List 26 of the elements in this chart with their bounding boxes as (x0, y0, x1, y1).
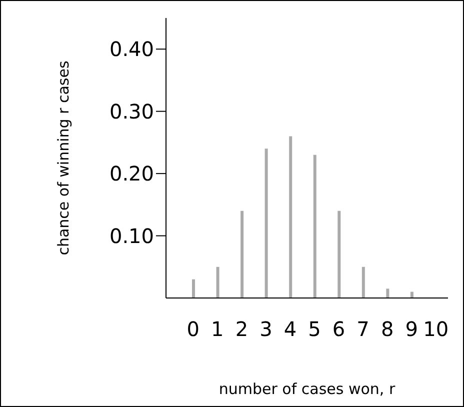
y-tick-label: 0.10 (109, 224, 154, 248)
y-tick-label: 0.30 (109, 99, 154, 124)
x-tick-label: 0 (186, 317, 200, 342)
bar (289, 136, 292, 298)
x-tick-label: 6 (332, 317, 346, 342)
bar (313, 154, 316, 298)
x-tick-label: 4 (284, 317, 297, 342)
bar (338, 210, 341, 298)
x-tick-label: 7 (356, 317, 370, 342)
x-tick-label: 8 (380, 317, 394, 342)
bar (386, 288, 390, 298)
bar (264, 148, 268, 298)
bar (216, 266, 220, 298)
x-axis-title: number of cases won, r (218, 380, 396, 398)
x-tick-label: 3 (260, 317, 272, 342)
bar (240, 210, 244, 298)
bar (362, 266, 365, 298)
x-tick-label: 10 (423, 317, 449, 342)
y-tick-label: 0.20 (109, 162, 154, 186)
y-tick-label: 0.40 (109, 37, 154, 62)
x-tick-label: 2 (235, 317, 248, 342)
x-tick-label: 9 (405, 317, 418, 342)
x-tick-label: 1 (211, 317, 224, 342)
x-tick-label: 5 (308, 317, 321, 342)
bar (192, 279, 195, 298)
y-axis-title: chance of winning r cases (54, 60, 72, 256)
